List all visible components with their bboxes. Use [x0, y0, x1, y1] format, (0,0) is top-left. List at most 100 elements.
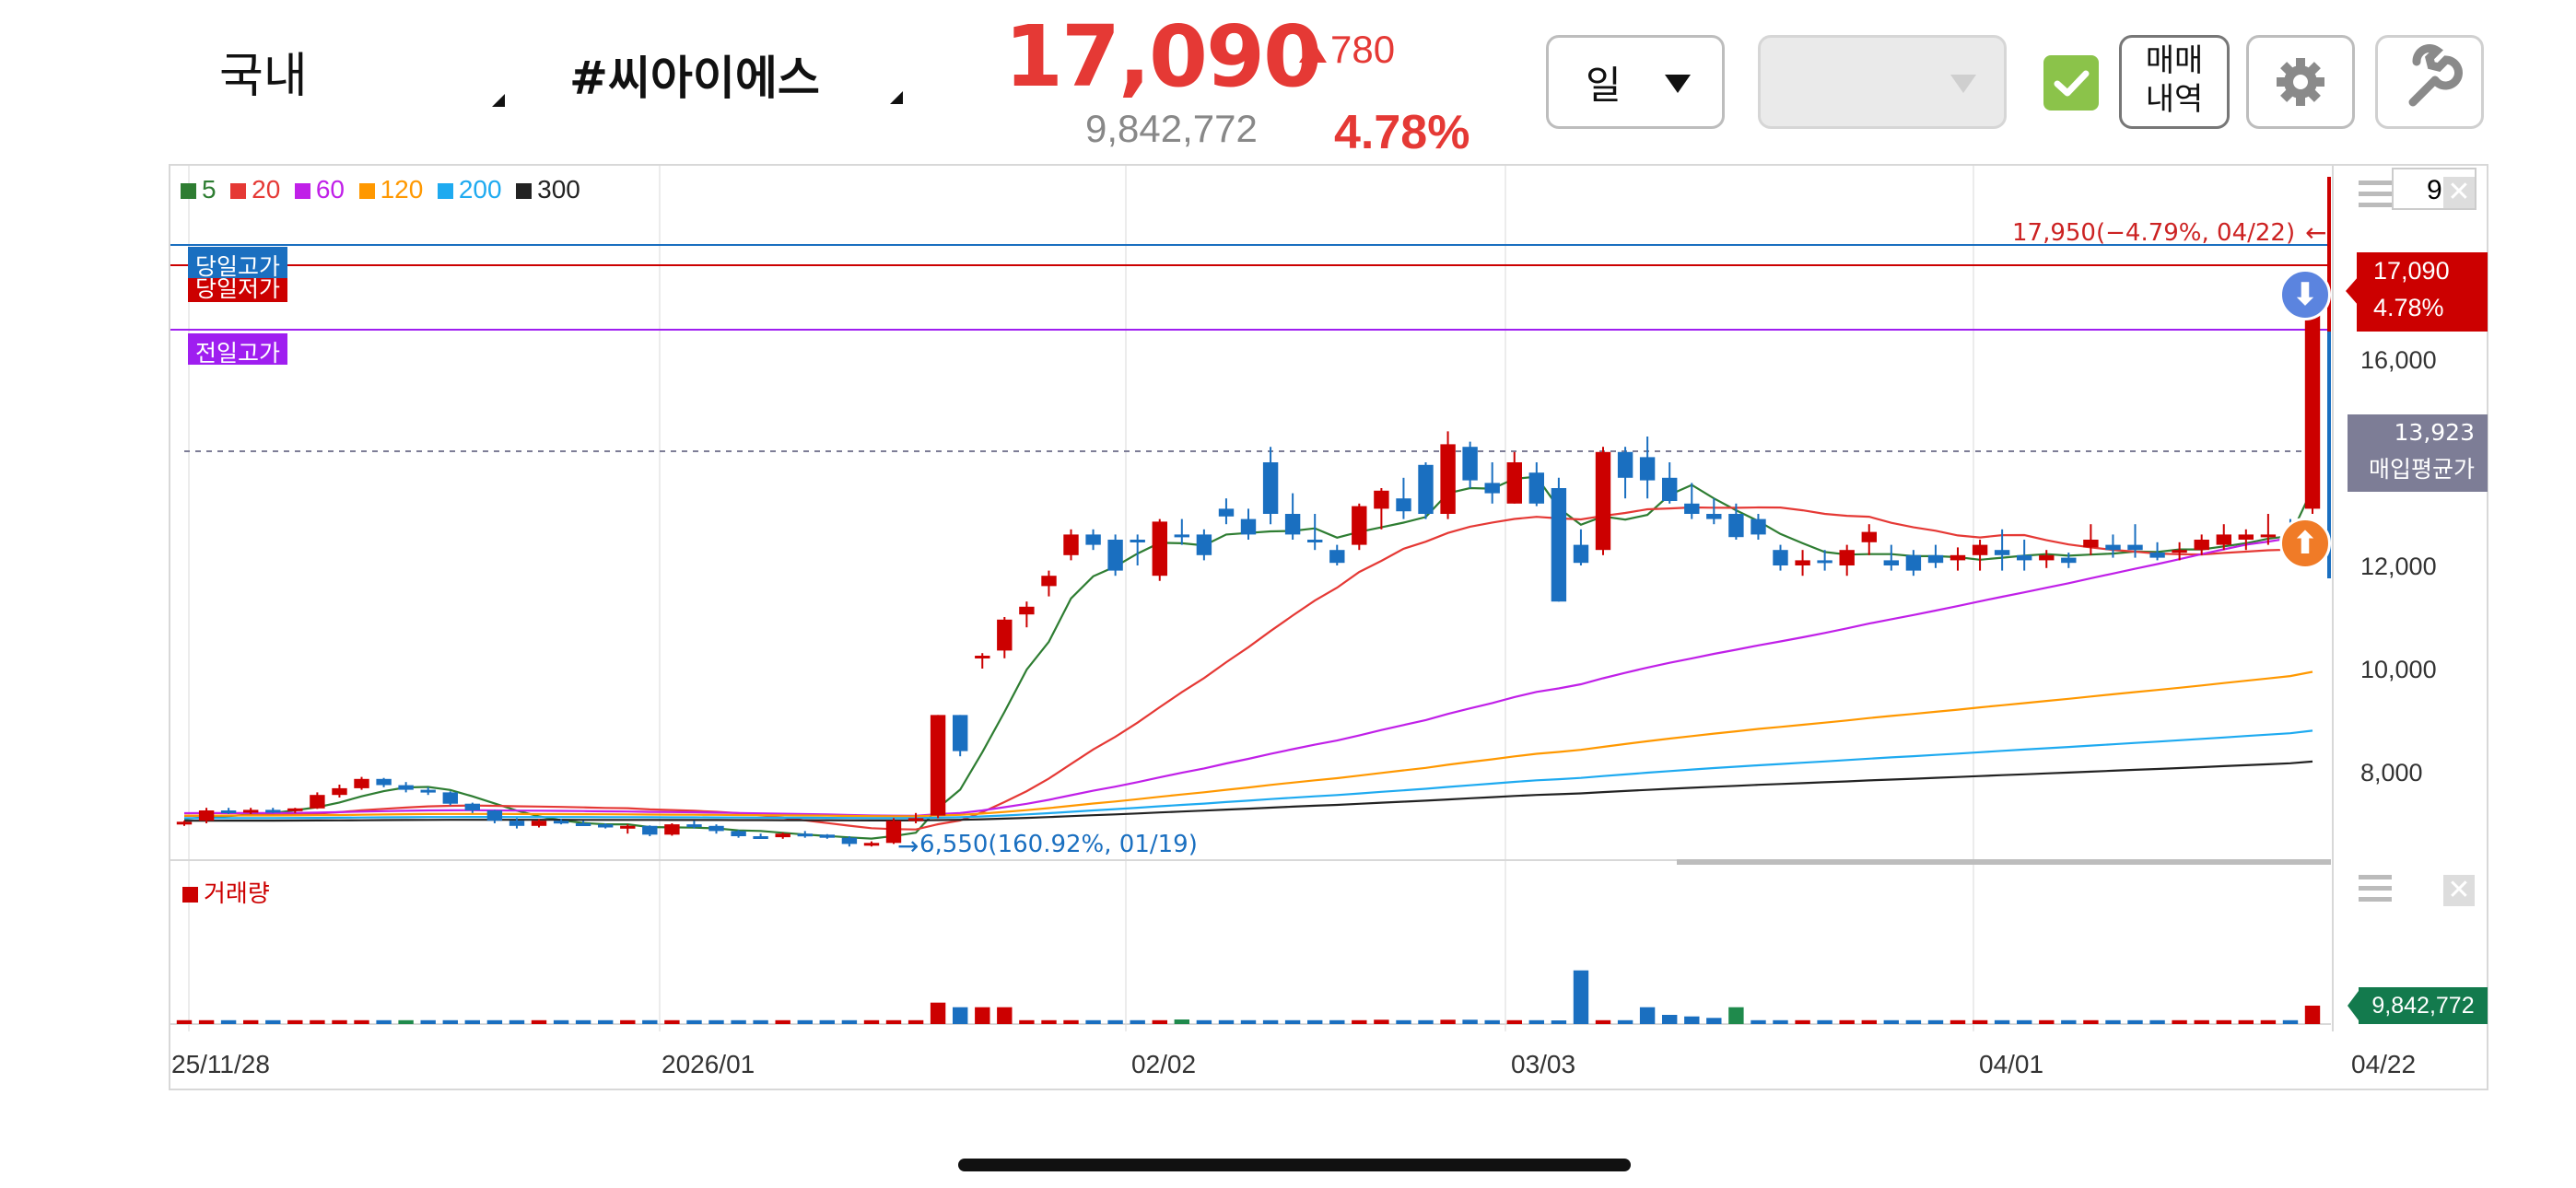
ma-legend-item[interactable]: 20: [230, 175, 280, 204]
candle-body: [531, 821, 547, 826]
candle-body: [797, 833, 813, 837]
wrench-icon: [2408, 44, 2463, 107]
volume-bar: [1374, 1019, 1389, 1024]
volume-bar: [953, 1007, 968, 1024]
volume-bar: [2105, 1019, 2121, 1024]
stock-selector[interactable]: #씨아이에스: [569, 41, 919, 115]
price-chart-panel[interactable]: [169, 164, 2488, 1090]
chart-menu-icon[interactable]: [2359, 181, 2392, 208]
volume-bar: [642, 1019, 658, 1024]
volume-bar: [2238, 1019, 2254, 1024]
candle-body: [1174, 534, 1189, 538]
volume-bar: [1617, 1019, 1633, 1024]
volume-bar: [2216, 1019, 2231, 1024]
volume-bar: [1950, 1019, 1966, 1024]
ma-legend-item[interactable]: 60: [294, 175, 345, 204]
volume-bar: [1905, 1019, 1922, 1024]
candle-body: [753, 836, 768, 839]
volume-bar: [376, 1019, 392, 1024]
candle-body: [310, 795, 325, 809]
volume-bar: [775, 1019, 790, 1024]
secondary-select[interactable]: [1758, 35, 2007, 129]
volume-bar: [1218, 1019, 1235, 1024]
ma-legend-item[interactable]: 200: [437, 175, 502, 204]
home-indicator[interactable]: [958, 1159, 1631, 1171]
volume-bar: [1041, 1019, 1057, 1024]
ma5-swatch: [181, 183, 196, 200]
volume-bar: [332, 1019, 347, 1024]
period-select[interactable]: 일: [1546, 35, 1725, 129]
show-trades-checkbox[interactable]: [2043, 55, 2099, 111]
volume-bar: [708, 1019, 724, 1024]
ma20-label: 20: [252, 175, 281, 204]
volume-bar: [1396, 1019, 1411, 1024]
candle-body: [2105, 544, 2121, 551]
volume-bar: [1795, 1019, 1810, 1024]
volume-bar: [2083, 1019, 2099, 1024]
candle-body: [1130, 540, 1145, 542]
candle-body: [885, 821, 902, 844]
candle-body: [2260, 534, 2277, 538]
volume-bar: [1418, 1019, 1434, 1024]
volume-legend: 거래량: [182, 875, 270, 909]
sell-marker-icon[interactable]: ⬇: [2279, 269, 2331, 320]
candle-body: [1440, 444, 1456, 514]
settings-button[interactable]: [2246, 35, 2355, 129]
candle-body: [287, 808, 303, 811]
chart-close-icon[interactable]: ✕: [2443, 177, 2475, 208]
candle-body: [1861, 531, 1877, 542]
candle-body: [1639, 457, 1656, 481]
candle-body: [686, 824, 702, 828]
ma-legend-item[interactable]: 5: [181, 175, 217, 204]
volume-bar: [1240, 1019, 1257, 1024]
candle-body: [1284, 514, 1301, 535]
candle-body: [2083, 540, 2099, 548]
volume-bar: [1107, 1019, 1123, 1024]
ma200-swatch: [437, 183, 453, 200]
candle-body: [575, 823, 591, 826]
current-price-tag-value: 17,090: [2373, 257, 2450, 285]
volume-menu-icon[interactable]: [2359, 875, 2392, 903]
candle-body: [2304, 303, 2321, 509]
candle-body: [1927, 554, 1944, 564]
x-tick: 2026/01: [662, 1050, 755, 1078]
candle-body: [1905, 554, 1922, 571]
candle-body: [1262, 462, 1279, 514]
candle-body: [2238, 534, 2254, 540]
tools-button[interactable]: [2375, 35, 2484, 129]
period-label: 일: [1586, 63, 1622, 108]
volume-bar: [1019, 1019, 1035, 1024]
buy-marker-icon[interactable]: ⬆: [2279, 518, 2331, 569]
candle-body: [997, 619, 1013, 651]
current-price: 17,090: [1004, 7, 1322, 106]
candle-body: [1617, 451, 1633, 478]
ma-legend-item[interactable]: 120: [358, 175, 423, 204]
trade-history-button[interactable]: 매매 내역: [2119, 35, 2230, 129]
candle-body: [1773, 550, 1788, 565]
candle-body: [1528, 472, 1544, 504]
candle-body: [1218, 508, 1235, 517]
stock-dropdown-icon: [890, 91, 903, 104]
volume-bar: [885, 1019, 902, 1024]
volume-bar: [176, 1019, 193, 1024]
volume-bar: [1839, 1019, 1855, 1024]
market-selector[interactable]: 국내: [219, 37, 523, 111]
y-tick: 8,000: [2360, 759, 2423, 786]
today-high-tag: 당일고가: [188, 247, 288, 280]
low-arrow-icon: →: [897, 831, 919, 861]
gear-icon: [2277, 58, 2324, 106]
current-price-tag: 17,090 4.78%: [2357, 252, 2488, 332]
candle-body: [1684, 503, 1700, 514]
ma300-line: [184, 760, 2313, 822]
candle-body: [708, 825, 724, 832]
ma-legend-item[interactable]: 300: [516, 175, 580, 204]
volume-bar: [531, 1019, 547, 1024]
candle-body: [220, 810, 237, 813]
candle-body: [198, 810, 215, 821]
volume-bar: [907, 1019, 924, 1024]
volume-bar: [1174, 1019, 1189, 1024]
volume-close-icon[interactable]: ✕: [2443, 875, 2475, 906]
volume-bar: [1751, 1019, 1766, 1024]
x-tick: 04/22: [2351, 1050, 2417, 1078]
